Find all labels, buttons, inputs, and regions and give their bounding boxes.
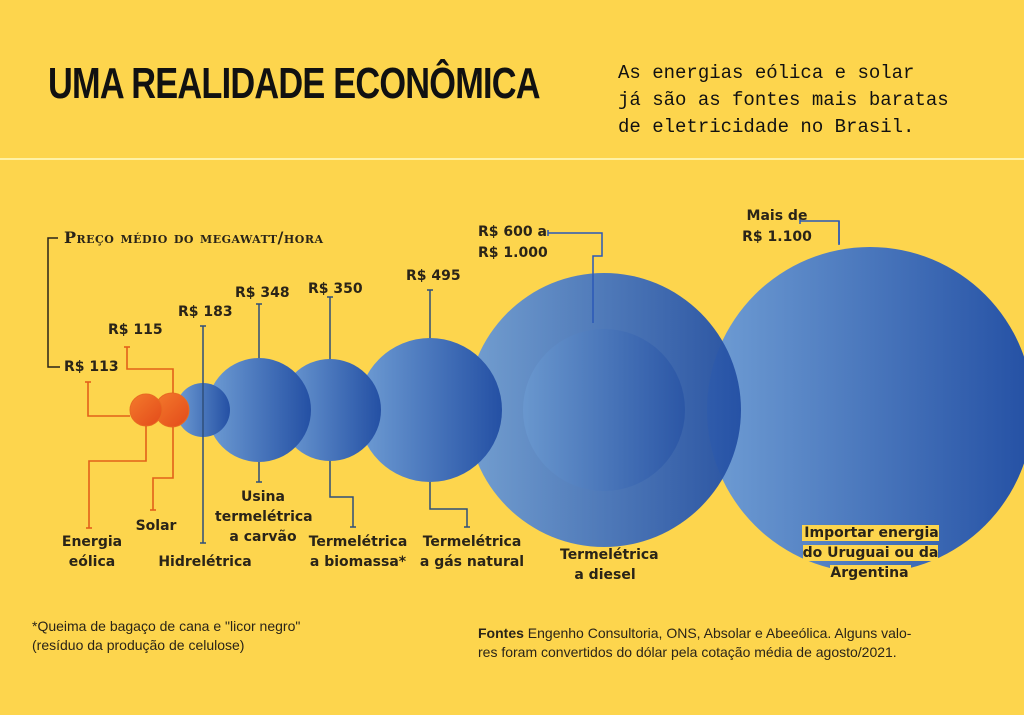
sources-label: Fontes xyxy=(478,625,524,641)
bubble-importar xyxy=(707,247,1024,573)
sources-note: Fontes Engenho Consultoria, ONS, Absolar… xyxy=(478,624,911,662)
leader-lines-blue-large xyxy=(547,218,840,323)
price-label-gas: R$ 495 xyxy=(406,268,461,284)
price-label-hidreletrica: R$ 183 xyxy=(178,304,233,320)
footnote: *Queima de bagaço de cana e "licor negro… xyxy=(32,618,301,653)
bubble-eolica xyxy=(129,393,163,427)
page-title: UMA REALIDADE ECONÔMICA xyxy=(48,59,541,108)
price-label-solar: R$ 115 xyxy=(108,322,163,338)
source-label-gas: Termelétrica a gás natural xyxy=(419,534,525,570)
bubble-diesel-inner xyxy=(523,329,685,491)
source-label-solar: Solar xyxy=(135,518,177,534)
axis-bracket xyxy=(47,237,60,368)
source-label-eolica: Energia eólica xyxy=(61,534,123,570)
bubble-gas xyxy=(358,338,502,482)
bubble-carvao xyxy=(207,358,311,462)
source-label-hidreletrica: Hidrelétrica xyxy=(158,554,252,570)
source-label-importar-text: Importar energia do Uruguai ou da Argent… xyxy=(802,525,939,581)
source-label-importar: Importar energia do Uruguai ou da Argent… xyxy=(798,523,943,583)
axis-title: Preço médio do megawatt/hora xyxy=(64,228,324,247)
price-label-eolica: R$ 113 xyxy=(64,359,119,375)
source-label-diesel: Termelétrica a diesel xyxy=(560,547,659,583)
price-label-diesel: R$ 600 a R$ 1.000 xyxy=(478,224,548,261)
leader-lines-orange xyxy=(85,346,174,529)
bubble-diesel xyxy=(467,273,741,547)
price-label-importar: Mais de R$ 1.100 xyxy=(742,208,812,245)
price-label-carvao: R$ 348 xyxy=(235,285,290,301)
source-label-carvao: Usina termelétrica a carvão xyxy=(215,489,313,545)
bubble-biomassa xyxy=(279,359,381,461)
header-divider xyxy=(0,158,1024,160)
source-label-biomassa: Termelétrica a biomassa* xyxy=(308,534,408,570)
page-subtitle: As energias eólica e solar já são as fon… xyxy=(618,62,949,138)
leader-lines-blue xyxy=(200,289,470,544)
price-label-biomassa: R$ 350 xyxy=(308,281,363,297)
sources-text: Engenho Consultoria, ONS, Absolar e Abee… xyxy=(478,625,912,660)
